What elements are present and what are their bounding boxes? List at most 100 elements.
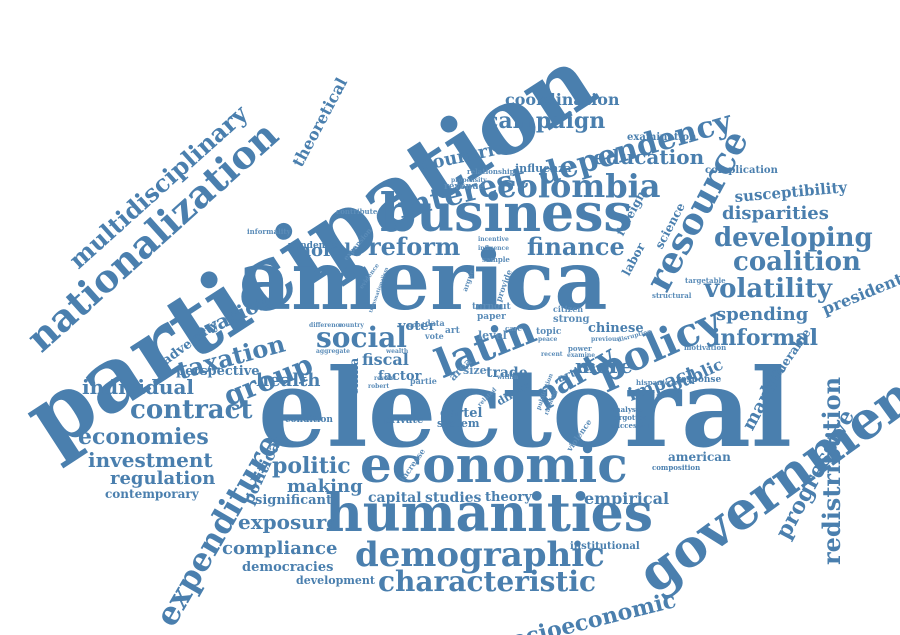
word-reform: reform [368,232,461,261]
word-empirical: empirical [584,489,670,508]
word-finance: finance [527,232,625,261]
word-citizen: citizen [553,304,584,314]
word-developing: developing [714,223,873,253]
word-recent: recent [541,351,563,358]
word-size: size [463,364,487,377]
word-individual: individual [82,375,195,399]
word-motivation: motivation [684,343,727,352]
word-good: good [408,322,425,329]
word-more: more [575,354,633,378]
word-response: response [676,375,722,385]
word-development: development [296,574,376,587]
word-review: review [374,375,396,382]
word-coordination: coordination [505,90,620,109]
word-contract: contract [130,395,253,425]
word-economic: economic [360,435,628,494]
word-america: america [238,233,608,329]
word-informality: informality [247,227,291,236]
word-art: art [445,326,460,336]
word-coalition: coalition [733,247,861,277]
word-within: within [497,374,519,381]
word-demographic: demographic [355,535,605,575]
word-informal: informal [712,325,818,351]
word-capital: capital [368,490,422,506]
word-forgotten: forgotten [611,413,648,422]
word-economies: economies [78,424,209,450]
word-power: power [568,344,592,353]
word-examine: examine [567,352,596,359]
word-significant: significant [255,493,332,508]
word-trade: trade [486,365,528,381]
word-relationship: relationship [467,167,515,176]
word-volatility: volatility [704,274,832,304]
word-incentive: incentive [478,236,509,243]
word-difference: difference [309,322,344,329]
word-health: health [256,370,321,391]
word-pandemic: pandemic [288,241,338,251]
word-composition: composition [652,463,701,472]
word-campaign: campaign [485,108,606,134]
word-sample: sample [482,255,510,264]
word-influenza: influenza [515,162,572,175]
word-factor: factor [378,369,422,384]
word-chinese: chinese [588,321,644,336]
word-wealth: wealth [386,348,409,355]
word-strong: strong [553,314,590,325]
word-morale: morale [292,240,363,261]
word-robert: robert [368,383,390,390]
word-investment: investment [88,448,213,472]
word-partie: partie [410,376,437,386]
word-examination: examination [627,132,697,143]
word-paper: paper [477,312,506,322]
word-revenue: revenue [444,182,485,192]
word-cartel: cartel [440,406,483,421]
word-targetable: targetable [685,276,726,285]
word-aggregate: aggregate [316,348,350,355]
word-voter: voter [398,319,436,334]
word-fiscal: fiscal [362,350,409,369]
word-exposure: exposure [238,510,340,534]
word-american: american [668,450,731,464]
word-theory: theory [485,490,532,505]
word-susceptibility: susceptibility [733,178,848,206]
word-topic: topic [536,327,562,337]
word-electoral: electoral [258,346,793,472]
word-country: country [338,322,364,329]
word-social: social [316,321,407,354]
word-system: system [437,417,480,430]
word-colombia: colombia [497,167,661,205]
word-care: care [505,324,522,333]
word-spending: spending [716,304,809,325]
word-disparities: disparities [722,203,829,224]
word-structural: structural [652,291,692,300]
word-analysis: analysis [611,405,643,414]
word-business: business [380,183,633,244]
word-propensity: propensity [451,177,487,184]
word-regulation: regulation [110,468,216,489]
word-contemporary: contemporary [105,487,199,501]
word-hispanic: hispanic [636,378,670,387]
word-making: making [287,476,363,497]
word-previous: previous [591,336,620,343]
word-institutional: institutional [570,541,640,552]
word-level: level [478,329,507,342]
word-china: china [347,357,361,395]
word-condition: condition [285,415,333,425]
word-studies: studies [425,490,482,506]
word-compliance: compliance [222,538,338,559]
word-democracies: democracies [242,560,334,575]
word-vote: vote [425,331,444,341]
word-complication: complication [705,165,778,176]
word-influence: influence [478,245,510,252]
word-data: data [425,318,445,328]
word-humanities: humanities [325,483,654,544]
word-theoretical: theoretical [288,74,352,170]
word-peace: peace [538,336,558,343]
word-turnout: turnout [472,302,511,312]
word-perspective: perspective [176,364,260,379]
word-politic: politic [272,453,351,479]
word-private: private [384,415,424,426]
word-successful: successful [611,421,652,430]
word-education: education [593,145,705,169]
